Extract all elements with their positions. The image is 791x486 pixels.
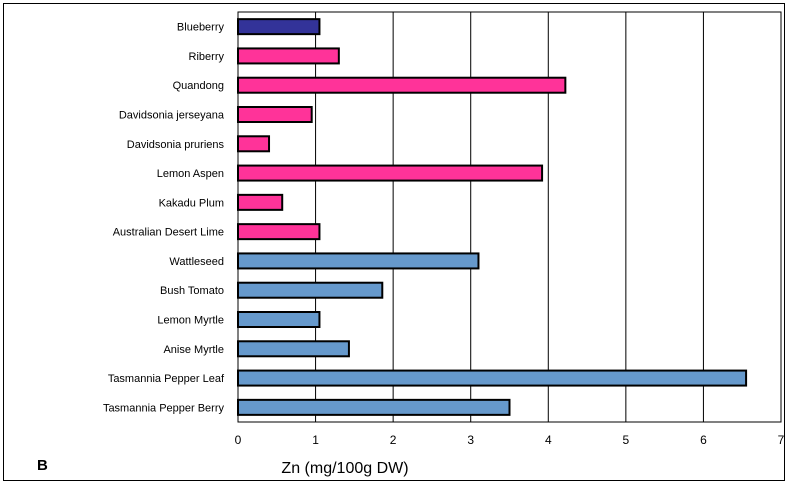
category-label: Bush Tomato [160,285,224,297]
gridlines [315,12,704,422]
category-labels: Blueberry Riberry Quandong Davidsonia jerse… [103,22,225,415]
bar-blueberry [237,18,321,36]
bar-davidsonia-pruriens [237,135,271,153]
x-tick-label: 4 [545,433,552,447]
x-tick-label: 6 [700,433,707,447]
bar-wattleseed [237,252,480,270]
bar-kakadu-plum [237,193,284,211]
category-label: Riberry [189,51,225,63]
category-label: Wattleseed [169,256,224,268]
bar-lemon-aspen [237,164,544,182]
bar-riberry [237,47,340,65]
x-tick-label: 1 [312,433,319,447]
panel-label: B [37,457,48,474]
x-tick-labels: 0 1 2 3 4 5 6 7 [235,433,785,447]
category-label: Australian Desert Lime [113,227,224,239]
bar-lemon-myrtle [237,311,321,328]
category-label: Quandong [173,80,224,92]
category-label: Davidsonia jerseyana [119,110,225,122]
x-axis-title: Zn (mg/100g DW) [281,460,408,477]
category-label: Tasmannia Pepper Berry [103,402,225,414]
category-label: Tasmannia Pepper Leaf [108,373,225,385]
x-tick-label: 7 [778,433,785,447]
category-label: Davidsonia pruriens [127,139,225,151]
x-tick-label: 5 [623,433,630,447]
bar-quandong [237,76,567,94]
bar-bush-tomato [237,281,384,299]
bars [237,18,748,416]
x-tick-label: 2 [390,433,397,447]
zinc-bar-chart: Blueberry Riberry Quandong Davidsonia jerse… [37,11,785,477]
chart-frame: Blueberry Riberry Quandong Davidsonia jerse… [3,3,785,481]
x-tick-label: 0 [235,433,242,447]
x-tick-label: 3 [467,433,474,447]
bar-tasmannia-pepper-berry [237,398,511,416]
category-label: Kakadu Plum [159,197,224,209]
bar-davidsonia-jerseyana [237,106,313,123]
category-label: Lemon Aspen [157,168,224,180]
bar-anise-myrtle [237,340,350,358]
plot-area-border [237,11,782,423]
bar-tasmannia-pepper-leaf [237,369,748,387]
category-label: Blueberry [177,22,225,34]
bar-australian-desert-lime [237,223,321,241]
category-label: Anise Myrtle [163,344,224,356]
category-label: Lemon Myrtle [157,315,224,327]
